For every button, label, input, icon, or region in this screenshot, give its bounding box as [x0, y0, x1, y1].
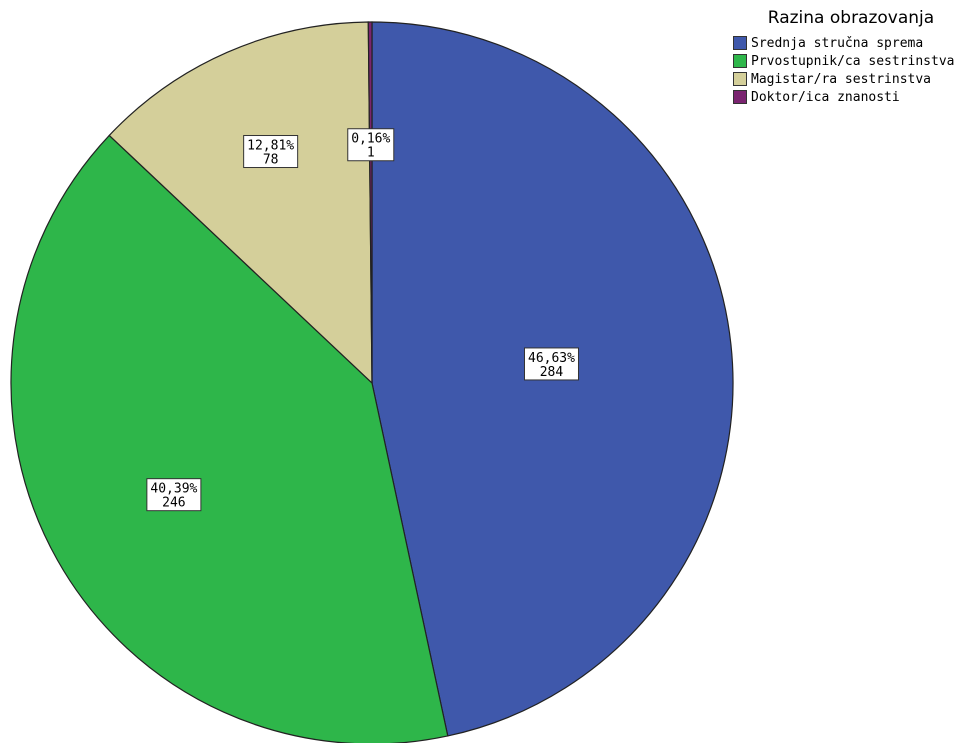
slice-count-label: 1 [367, 146, 375, 161]
slice-label-box [347, 128, 395, 162]
slice-count-label: 284 [540, 365, 564, 380]
slice-count-label: 78 [263, 153, 279, 168]
slice-count-label: 246 [162, 496, 185, 511]
legend: Razina obrazovanja Srednja stručna sprem… [733, 8, 969, 106]
slice-percent-label: 0,16% [351, 132, 390, 147]
legend-swatch [733, 90, 747, 104]
legend-item-4: Doktor/ica znanosti [733, 88, 969, 106]
legend-label: Magistar/ra sestrinstva [751, 71, 932, 87]
legend-swatch [733, 54, 747, 68]
legend-item-2: Prvostupnik/ca sestrinstva [733, 52, 969, 70]
legend-items: Srednja stručna sprema Prvostupnik/ca ses… [733, 34, 969, 106]
slice-percent-label: 40,39% [150, 482, 197, 497]
legend-swatch [733, 72, 747, 86]
slice-label-box [146, 478, 202, 512]
slice-label-3: 12,81%78 [243, 135, 299, 169]
legend-label: Doktor/ica znanosti [751, 89, 900, 105]
pie-slice-2 [10, 134, 449, 743]
slice-percent-label: 46,63% [528, 351, 575, 366]
slice-label-box [243, 135, 299, 169]
slice-labels: 46,63%284 40,39%246 12,81%78 0,16%1 [146, 128, 579, 512]
legend-item-3: Magistar/ra sestrinstva [733, 70, 969, 88]
slice-label-2: 40,39%246 [146, 478, 202, 512]
legend-swatch [733, 36, 747, 50]
slice-label-box [523, 347, 579, 381]
slice-label-1: 46,63%284 [523, 347, 579, 381]
pie-slice-4 [367, 21, 373, 384]
pie-slices [10, 21, 734, 743]
legend-label: Srednja stručna sprema [751, 35, 924, 51]
legend-title: Razina obrazovanja [767, 8, 935, 28]
legend-label: Prvostupnik/ca sestrinstva [751, 53, 955, 69]
pie-slice-3 [108, 21, 373, 385]
slice-percent-label: 12,81% [247, 139, 294, 154]
slice-label-4: 0,16%1 [347, 128, 395, 162]
legend-item-1: Srednja stručna sprema [733, 34, 969, 52]
